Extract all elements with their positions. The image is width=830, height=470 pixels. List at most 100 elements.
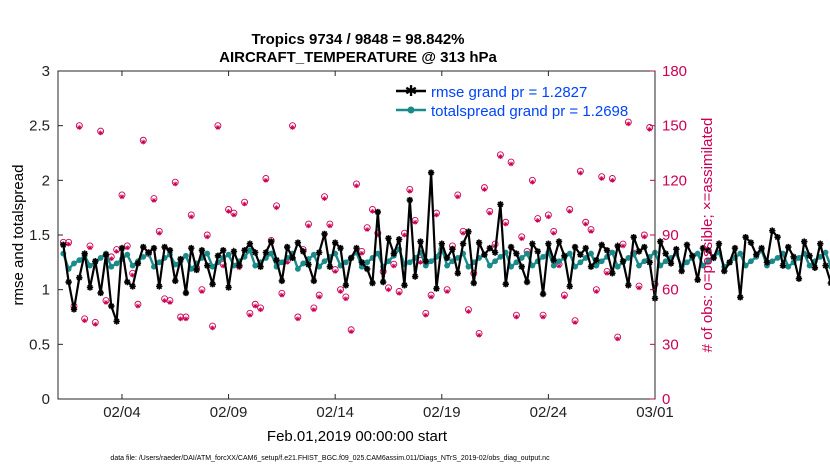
obs-assimilated-point xyxy=(391,263,397,269)
spread-point xyxy=(513,259,520,266)
rmse-point xyxy=(140,243,147,251)
obs-assimilated-point xyxy=(604,270,610,276)
y-tick-label: 3 xyxy=(42,63,50,80)
spread-point xyxy=(662,258,669,265)
rmse-point xyxy=(390,250,398,257)
rmse-point xyxy=(454,270,461,277)
spread-point xyxy=(113,260,120,267)
rmse-point xyxy=(129,283,136,290)
y-tick-label: 2 xyxy=(42,172,50,189)
obs-assimilated-point xyxy=(162,298,168,303)
rmse-point xyxy=(657,238,664,245)
spread-point xyxy=(641,258,648,265)
obs-assimilated-point xyxy=(530,179,535,185)
rmse-point xyxy=(779,262,787,269)
spread-point xyxy=(737,250,744,257)
spread-point xyxy=(593,262,600,269)
rmse-point xyxy=(529,240,536,247)
obs-assimilated-point xyxy=(274,205,279,211)
spread-point xyxy=(76,257,83,264)
obs-assimilated-point xyxy=(204,234,210,240)
obs-assimilated-point xyxy=(545,214,551,220)
rmse-point xyxy=(571,243,579,251)
spread-point xyxy=(609,249,616,256)
obs-assimilated-point xyxy=(476,332,482,338)
spread-point xyxy=(364,259,371,266)
obs-assimilated-point xyxy=(444,289,450,294)
obs-assimilated-point xyxy=(540,314,546,320)
obs-assimilated-point xyxy=(572,320,578,325)
rmse-point xyxy=(582,244,589,252)
rmse-point xyxy=(315,249,323,256)
rmse-point xyxy=(326,263,334,270)
y-right-tick-label: 150 xyxy=(662,118,687,135)
rmse-point xyxy=(774,233,781,241)
obs-assimilated-point xyxy=(343,296,349,302)
rmse-point xyxy=(667,260,675,267)
obs-assimilated-point xyxy=(92,321,98,327)
spread-point xyxy=(598,258,605,265)
rmse-point xyxy=(220,247,227,254)
obs-assimilated-point xyxy=(151,197,157,203)
obs-assimilated-point xyxy=(460,230,466,236)
rmse-line xyxy=(62,172,830,322)
rmse-point xyxy=(539,290,547,298)
rmse-point xyxy=(763,259,771,266)
rmse-point xyxy=(422,258,429,265)
spread-point xyxy=(694,250,701,257)
obs-assimilated-point xyxy=(423,312,429,318)
rmse-point xyxy=(550,256,557,264)
rmse-point xyxy=(635,248,643,255)
obs-assimilated-point xyxy=(66,241,72,247)
obs-assimilated-point xyxy=(231,212,237,218)
obs-assimilated-point xyxy=(625,121,631,127)
rmse-point xyxy=(785,243,792,251)
spread-point xyxy=(556,258,562,265)
obs-assimilated-point xyxy=(284,259,290,265)
obs-assimilated-point xyxy=(210,325,215,331)
chart-title-line1: Tropics 9734 / 9848 = 98.842% xyxy=(251,31,464,48)
spread-point xyxy=(465,263,472,270)
rmse-point xyxy=(715,240,723,247)
spread-point xyxy=(246,247,253,254)
obs-assimilated-point xyxy=(514,314,519,320)
rmse-point xyxy=(65,278,72,286)
obs-assimilated-point xyxy=(487,210,493,216)
plot-area xyxy=(58,71,655,399)
obs-assimilated-point xyxy=(316,294,322,300)
rmse-point xyxy=(257,263,264,270)
rmse-point xyxy=(518,263,525,270)
obs-assimilated-point xyxy=(156,230,162,236)
obs-assimilated-point xyxy=(647,126,653,132)
spread-point xyxy=(294,265,301,272)
rmse-point xyxy=(81,250,88,257)
rmse-point xyxy=(795,275,803,282)
y-right-tick-label: 0 xyxy=(662,391,670,408)
obs-assimilated-point xyxy=(412,219,418,225)
rmse-point xyxy=(60,241,67,249)
spread-point xyxy=(566,250,573,257)
spread-point xyxy=(540,253,546,260)
obs-assimilated-point xyxy=(593,289,599,294)
x-tick-label: 02/24 xyxy=(530,404,568,421)
rmse-point xyxy=(161,243,168,251)
spread-point xyxy=(625,255,632,261)
footer-filepath: data file: /Users/raeder/DAI/ATM_forcXX/… xyxy=(110,455,550,462)
rmse-point xyxy=(241,247,248,254)
spread-point xyxy=(268,250,275,257)
spread-point xyxy=(497,253,504,260)
spread-point xyxy=(124,251,131,258)
rmse-point xyxy=(406,196,414,204)
obs-assimilated-point xyxy=(588,228,594,234)
rmse-point xyxy=(342,282,350,289)
obs-assimilated-point xyxy=(98,130,104,136)
rmse-point xyxy=(598,241,605,249)
rmse-point xyxy=(379,278,387,286)
rmse-point xyxy=(363,265,371,273)
rmse-point xyxy=(609,270,616,277)
rmse-point xyxy=(118,244,126,252)
rmse-point xyxy=(475,239,483,246)
spread-point xyxy=(406,259,413,266)
rmse-point xyxy=(369,279,376,287)
rmse-point xyxy=(817,240,824,247)
